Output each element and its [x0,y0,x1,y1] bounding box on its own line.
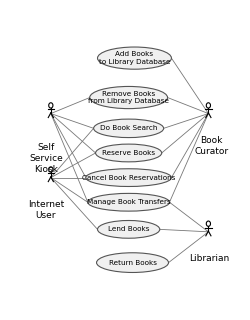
Text: Book
Curator: Book Curator [194,136,228,156]
Text: Add Books
to Library Database: Add Books to Library Database [98,52,170,65]
Text: Reserve Books: Reserve Books [102,150,154,156]
Ellipse shape [95,144,161,162]
Ellipse shape [93,119,163,138]
Ellipse shape [88,193,169,211]
Circle shape [48,103,53,108]
Text: Cancel Book Reservations: Cancel Book Reservations [82,175,175,180]
Text: Manage Book Transfers: Manage Book Transfers [86,199,170,205]
Ellipse shape [86,169,171,187]
Circle shape [206,103,210,108]
Ellipse shape [90,86,167,108]
Ellipse shape [96,253,168,273]
Circle shape [206,221,210,226]
Text: Librarian: Librarian [188,254,228,263]
Text: Lend Books: Lend Books [108,226,149,232]
Text: Self
Service
Kiosk: Self Service Kiosk [29,143,62,174]
Text: Internet
User: Internet User [28,200,64,220]
Ellipse shape [97,220,159,238]
Text: Return Books: Return Books [108,260,156,266]
Text: Do Book Search: Do Book Search [100,125,157,131]
Ellipse shape [97,47,171,69]
Text: Remove Books
from Library Database: Remove Books from Library Database [88,91,168,104]
Circle shape [48,167,53,172]
